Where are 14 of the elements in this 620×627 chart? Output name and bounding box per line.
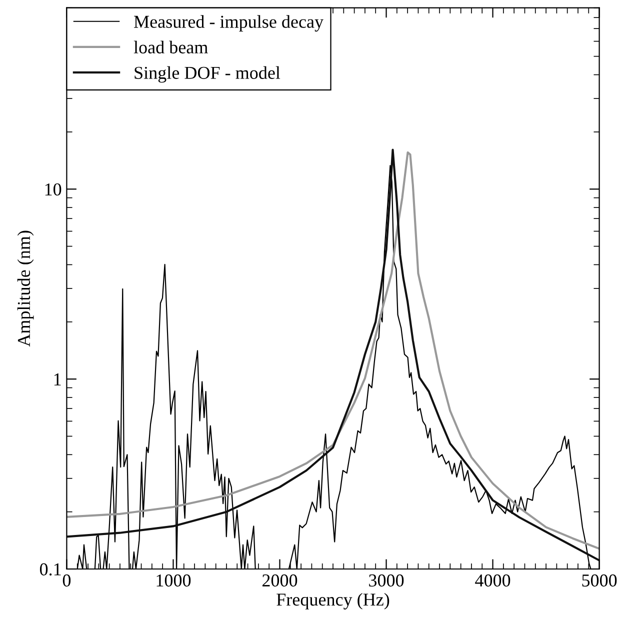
x-tick-label: 3000: [369, 574, 404, 587]
x-tick-label: 4000: [475, 574, 510, 587]
x-tick-label: 2000: [262, 574, 298, 587]
x-axis-title: Frequency (Hz): [276, 593, 390, 610]
y-axis-title: Amplitude (nm): [17, 230, 34, 347]
legend-label: load beam: [134, 40, 208, 54]
legend-label: Single DOF - model: [134, 66, 280, 83]
x-tick-label: 5000: [582, 574, 617, 587]
x-tick-label: 0: [62, 574, 71, 587]
legend-label: Measured - impulse decay: [134, 15, 324, 32]
y-tick-label: 10: [45, 183, 62, 196]
x-tick-label: 1000: [156, 574, 191, 587]
y-tick-label: 0.1: [40, 563, 61, 576]
y-tick-label: 1: [54, 373, 61, 386]
